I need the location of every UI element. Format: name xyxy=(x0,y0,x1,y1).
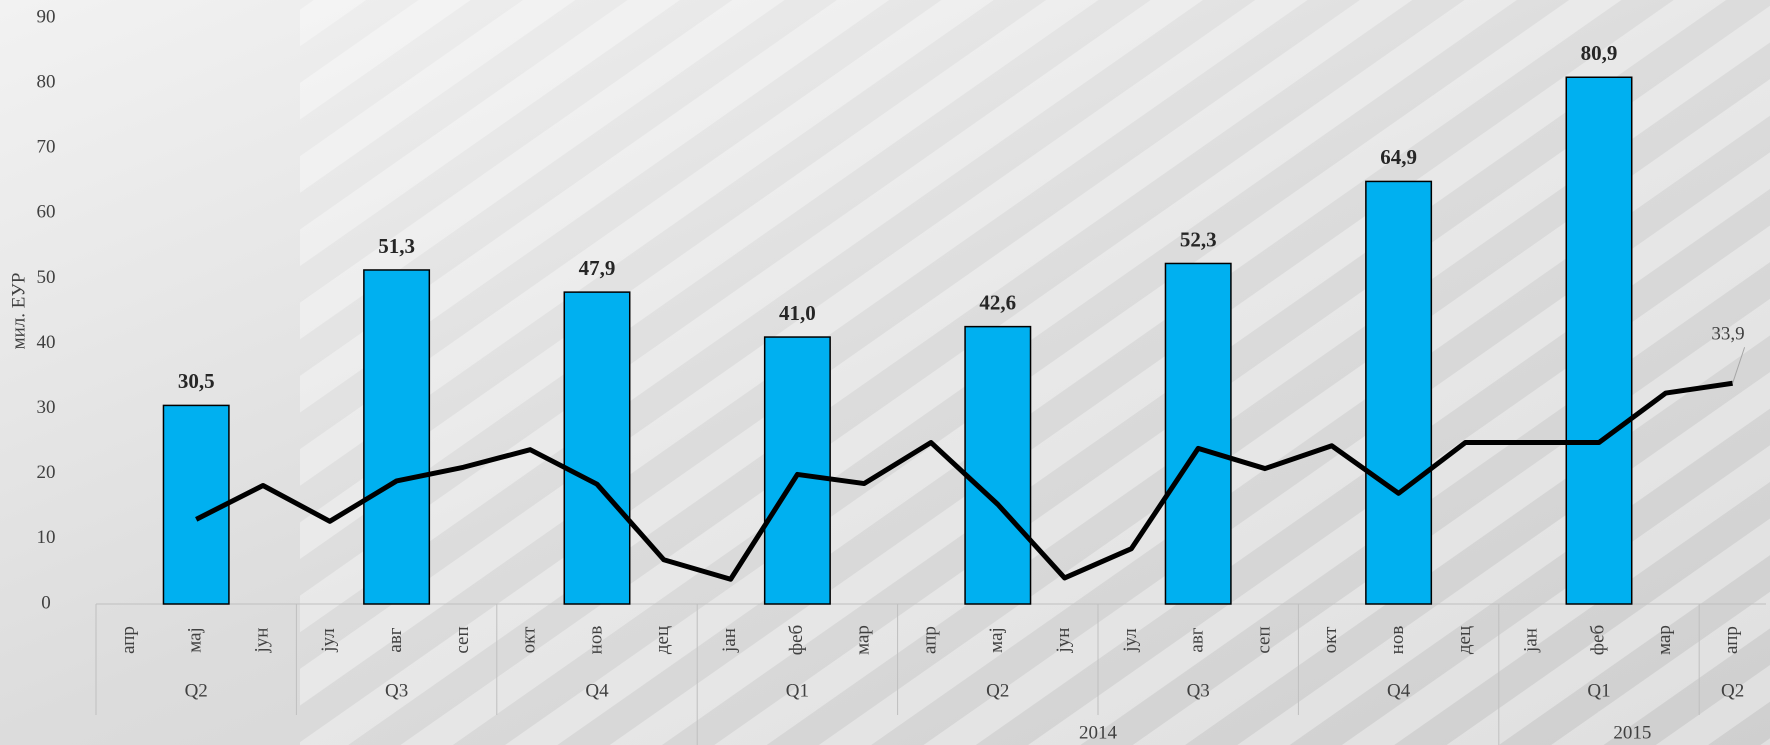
quarters-label: Q2 xyxy=(185,680,208,701)
value-label: 64,9 xyxy=(1380,145,1417,169)
y-tick-label: 80 xyxy=(37,71,56,92)
quarters-label: Q1 xyxy=(1587,680,1610,701)
bar xyxy=(363,269,431,605)
x-tick-label: мај xyxy=(986,627,1007,653)
value-label: 42,6 xyxy=(979,290,1016,314)
quarters-label: Q1 xyxy=(786,680,809,701)
x-tick-label: нов xyxy=(585,626,606,655)
y-tick-label: 0 xyxy=(41,592,51,613)
quarters-label: Q3 xyxy=(385,680,408,701)
y-tick-label: 50 xyxy=(37,267,56,288)
x-tick-label: апр xyxy=(1721,626,1742,654)
bar xyxy=(563,291,631,605)
y-tick-label: 60 xyxy=(37,202,56,223)
x-tick-label: феб xyxy=(1587,625,1608,655)
bar xyxy=(162,404,230,605)
x-tick-label: јун xyxy=(1053,628,1074,654)
x-tick-label: окт xyxy=(1320,626,1341,653)
line xyxy=(195,380,1733,582)
x-tick-label: апр xyxy=(919,626,940,654)
x-tick-label: сеп xyxy=(1253,626,1274,653)
x-tick-label: мар xyxy=(1654,625,1675,655)
value-label: 30,5 xyxy=(178,369,215,393)
bar xyxy=(763,336,831,605)
bar xyxy=(1365,180,1433,605)
y-tick-label: 90 xyxy=(37,6,56,27)
x-tick-label: јул xyxy=(1120,628,1141,653)
value-label: 80,9 xyxy=(1581,41,1618,65)
years-label: 2014 xyxy=(1079,722,1118,743)
x-tick-label: феб xyxy=(786,625,807,655)
bar xyxy=(1164,262,1232,605)
quarters-label: Q2 xyxy=(1721,680,1744,701)
x-tick-label: мар xyxy=(853,625,874,655)
value-label: 51,3 xyxy=(378,234,415,258)
value-label: 33,9 xyxy=(1711,324,1744,345)
x-tick-label: сеп xyxy=(452,626,473,653)
x-tick-label: дец xyxy=(1454,626,1475,654)
x-tick-label: окт xyxy=(519,626,540,653)
bar xyxy=(1565,76,1633,605)
quarters-label: Q4 xyxy=(1387,680,1411,701)
x-tick-label: апр xyxy=(118,626,139,654)
value-label: 41,0 xyxy=(779,301,816,325)
x-tick-label: јан xyxy=(1521,628,1542,653)
background-texture xyxy=(300,0,1770,745)
x-tick-label: јун xyxy=(251,628,272,654)
x-tick-label: нов xyxy=(1387,626,1408,655)
x-tick-label: дец xyxy=(652,626,673,654)
quarters-label: Q4 xyxy=(585,680,609,701)
value-label: 52,3 xyxy=(1180,227,1217,251)
value-label: 47,9 xyxy=(579,256,616,280)
years-label: 2015 xyxy=(1613,722,1651,743)
x-tick-label: јан xyxy=(719,628,740,653)
bar xyxy=(964,325,1032,605)
y-tick-label: 40 xyxy=(37,332,56,353)
x-tick-label: авг xyxy=(1187,627,1208,652)
y-tick-label: 30 xyxy=(37,397,56,418)
quarters-label: Q3 xyxy=(1187,680,1210,701)
x-tick-label: јул xyxy=(318,628,339,653)
y-tick-label: 70 xyxy=(37,137,56,158)
y-tick-label: 20 xyxy=(37,462,56,483)
x-tick-label: авг xyxy=(385,627,406,652)
leader-line xyxy=(1732,347,1746,384)
y-axis-label: мил. ЕУР xyxy=(8,273,29,350)
y-tick-label: 10 xyxy=(37,527,56,548)
x-tick-label: мај xyxy=(185,627,206,653)
quarters-label: Q2 xyxy=(986,680,1009,701)
